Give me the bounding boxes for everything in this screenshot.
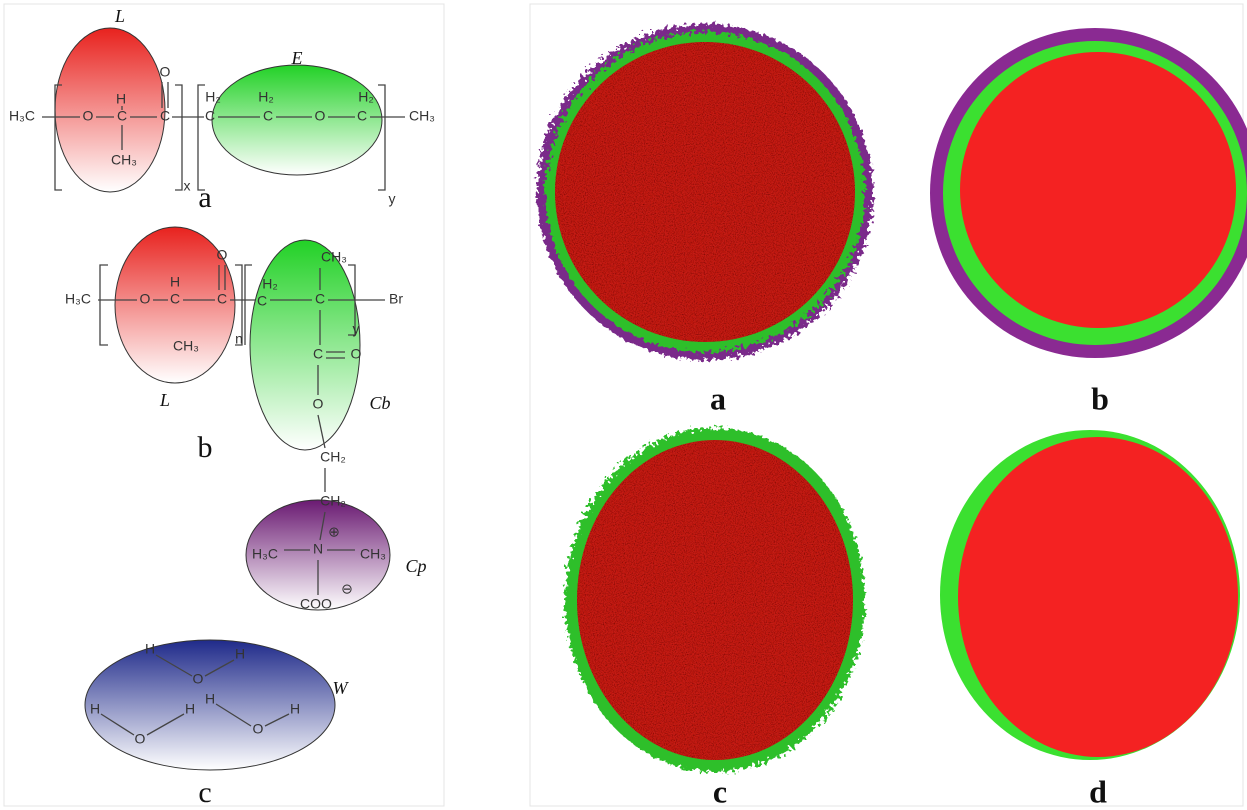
atom-label: O (253, 721, 264, 737)
micelle-d (940, 430, 1240, 760)
atom-label: H (290, 701, 300, 717)
snapshot-label: c (713, 773, 727, 809)
atom-label: H (116, 91, 126, 107)
atom-label: H (205, 691, 215, 707)
atom-label: C (357, 108, 367, 124)
atom-label: O (315, 108, 326, 124)
snapshot-label: d (1089, 773, 1107, 809)
atom-label: H₂ (358, 89, 374, 105)
atom-label: O (83, 108, 94, 124)
atom-label: O (193, 671, 204, 687)
atom-label: H₃C (252, 546, 278, 562)
block-ellipse (250, 240, 360, 450)
core (577, 440, 853, 760)
atom-label: O (140, 291, 151, 307)
block-label: L (114, 6, 125, 26)
atom-label: x (184, 178, 191, 194)
atom-label: C (217, 291, 227, 307)
structure-label: a (198, 181, 211, 214)
atom-label: n (235, 331, 243, 347)
snapshot-label: b (1091, 380, 1109, 416)
atom-label: CH₃ (111, 152, 137, 168)
atom-label: CH₂ (320, 449, 346, 465)
snapshot-label: a (710, 380, 726, 416)
atom-label: O (351, 346, 362, 362)
atom-label: C (313, 346, 323, 362)
atom-label: O (160, 64, 171, 80)
micelle-b (930, 28, 1247, 358)
micelle-a (537, 24, 873, 360)
atom-label: CH₃ (360, 546, 386, 562)
core (960, 52, 1236, 328)
atom-label: Br (389, 291, 403, 307)
atom-label: H₃C (65, 291, 91, 307)
atom-label: CH₃ (173, 338, 199, 354)
atom-label: H (235, 646, 245, 662)
atom-label: COO (300, 596, 332, 612)
block-label: Cb (369, 393, 390, 413)
atom-label: C (257, 293, 267, 309)
atom-label: y (389, 191, 396, 207)
block-label: L (159, 390, 170, 410)
atom-label: H (170, 274, 180, 290)
atom-label: N (313, 541, 323, 557)
atom-label: C (315, 291, 325, 307)
block-label: W (333, 678, 350, 698)
block-ellipse (55, 28, 165, 192)
figure: H₃COHCCH₃COxH₂CH₂COH₂CCH₃yH₃COHCCH₃COnH₂… (0, 0, 1247, 810)
core (958, 437, 1238, 757)
atom-label: ⊕ (328, 524, 340, 540)
block-label: Cp (405, 556, 426, 576)
atom-label: y (353, 321, 360, 337)
block-label: E (291, 48, 303, 68)
atom-label: H₂ (262, 276, 278, 292)
atom-label: H₃C (9, 108, 35, 124)
atom-label: C (205, 108, 215, 124)
atom-label: C (160, 108, 170, 124)
atom-label: H₂ (205, 89, 221, 105)
atom-label: C (117, 108, 127, 124)
atom-label: O (135, 731, 146, 747)
atom-label: C (170, 291, 180, 307)
atom-label: H₂ (258, 89, 274, 105)
structure-label: b (198, 431, 213, 464)
atom-label: CH₃ (409, 108, 435, 124)
core (555, 42, 855, 342)
atom-label: H (90, 701, 100, 717)
atom-label: H (185, 701, 195, 717)
atom-label: ⊖ (341, 581, 353, 597)
atom-label: O (313, 396, 324, 412)
atom-label: O (217, 247, 228, 263)
atom-label: H (145, 641, 155, 657)
micelle-c (565, 428, 865, 772)
structure-label: c (198, 776, 211, 809)
atom-label: CH₃ (321, 249, 347, 265)
atom-label: CH₂ (320, 493, 346, 509)
atom-label: C (263, 108, 273, 124)
